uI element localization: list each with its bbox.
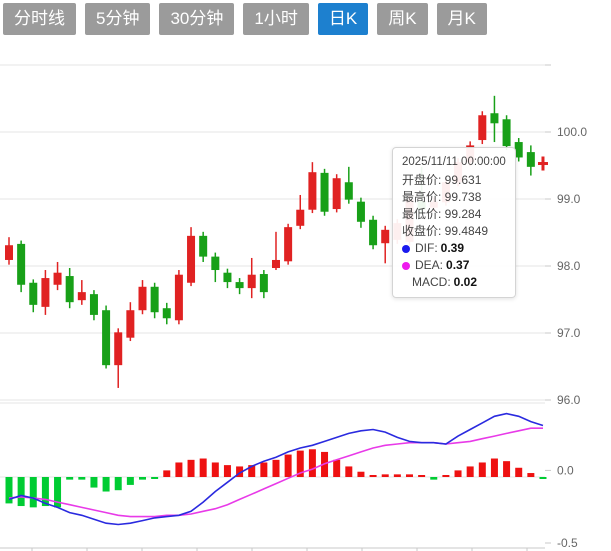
chart-tooltip: 2025/11/11 00:00:00 开盘价: 99.631 最高价: 99.7…	[392, 147, 516, 298]
svg-text:0.0: 0.0	[557, 463, 574, 477]
tooltip-price-row: 收盘价: 99.4849	[402, 224, 489, 238]
timeframe-tab-4[interactable]: 1小时	[243, 3, 309, 35]
timeframe-tab-1[interactable]: 分时线	[3, 3, 76, 35]
tooltip-price-row: 开盘价: 99.631	[402, 173, 482, 187]
svg-text:99.0: 99.0	[557, 192, 581, 206]
timeframe-tab-7[interactable]: 月K	[436, 3, 487, 35]
tooltip-datetime: 2025/11/11 00:00:00	[402, 156, 506, 168]
dif-series-dot-icon	[402, 244, 410, 253]
svg-text:96.0: 96.0	[557, 393, 581, 407]
svg-text:97.0: 97.0	[557, 326, 581, 340]
timeframe-tab-6[interactable]: 周K	[377, 3, 428, 35]
timeframe-tabbar: 分时线 5分钟 30分钟 1小时 日K 周K 月K	[3, 3, 487, 35]
tooltip-indicator-row-dea: DEA: 0.37	[402, 257, 506, 274]
dea-series-dot-icon	[402, 261, 410, 270]
tooltip-indicator-row-macd: MACD: 0.02	[412, 275, 478, 289]
timeframe-tab-3[interactable]: 30分钟	[159, 3, 235, 35]
svg-text:-0.5: -0.5	[557, 536, 578, 550]
tooltip-price-row: 最低价: 99.284	[402, 207, 482, 221]
svg-text:98.0: 98.0	[557, 259, 581, 273]
tooltip-price-row: 最高价: 99.738	[402, 190, 482, 204]
tooltip-indicator-row-dif: DIF: 0.39	[402, 240, 506, 257]
svg-text:100.0: 100.0	[557, 125, 587, 139]
timeframe-tab-2[interactable]: 5分钟	[85, 3, 151, 35]
timeframe-tab-5[interactable]: 日K	[317, 3, 369, 35]
